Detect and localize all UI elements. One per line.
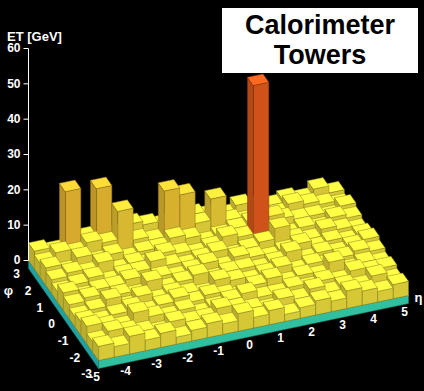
svg-text:-3: -3	[151, 357, 162, 371]
svg-text:2: 2	[25, 284, 32, 298]
svg-text:φ: φ	[4, 283, 13, 298]
svg-text:-4: -4	[120, 364, 131, 378]
svg-text:0: 0	[48, 317, 55, 331]
svg-text:-1: -1	[213, 344, 224, 358]
svg-text:10: 10	[7, 218, 21, 232]
svg-text:η: η	[415, 290, 423, 305]
svg-text:-1: -1	[58, 334, 69, 348]
svg-text:3: 3	[339, 318, 346, 332]
svg-text:ET [GeV]: ET [GeV]	[7, 29, 62, 44]
svg-text:3: 3	[13, 267, 20, 281]
svg-text:30: 30	[7, 147, 21, 161]
svg-text:-5: -5	[89, 370, 100, 384]
svg-text:1: 1	[277, 331, 284, 345]
svg-text:40: 40	[7, 112, 21, 126]
svg-text:50: 50	[7, 77, 21, 91]
svg-text:4: 4	[370, 312, 377, 326]
svg-text:-2: -2	[69, 351, 80, 365]
svg-text:-3: -3	[81, 367, 92, 382]
svg-text:0: 0	[14, 253, 21, 267]
svg-text:2: 2	[308, 325, 315, 339]
svg-text:5: 5	[401, 305, 408, 319]
svg-text:1: 1	[36, 301, 43, 315]
svg-text:0: 0	[246, 338, 253, 352]
svg-text:60: 60	[7, 41, 21, 56]
svg-text:20: 20	[7, 183, 21, 197]
svg-text:-2: -2	[182, 351, 193, 365]
html-text:Calorimeter Towers: Calorimeter Towers	[245, 10, 395, 70]
